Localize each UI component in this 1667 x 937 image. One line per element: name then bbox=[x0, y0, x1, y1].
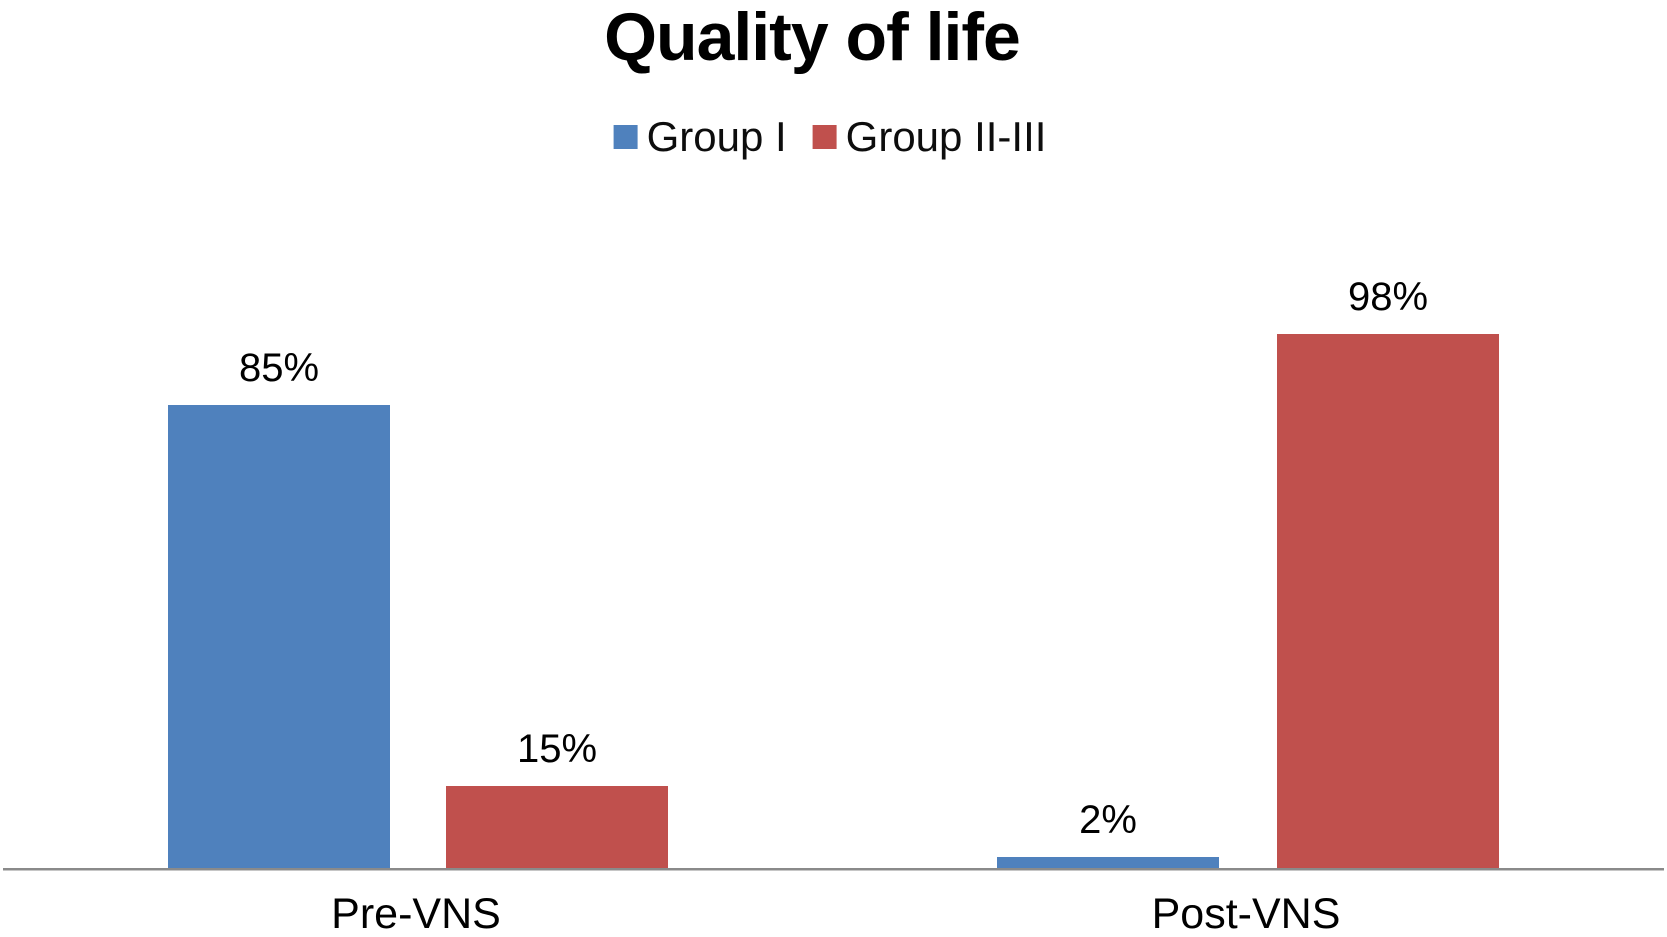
x-axis-line bbox=[3, 868, 1664, 871]
chart-title: Quality of life bbox=[604, 0, 1021, 75]
x-axis-label-pre-vns: Pre-VNS bbox=[331, 890, 501, 937]
legend-swatch-group-i bbox=[613, 125, 638, 149]
bar-post-vns-group-ii-iii: 98% bbox=[1277, 277, 1499, 868]
legend-label-group-i: Group I bbox=[646, 113, 787, 160]
legend-label-group-ii-iii: Group II-III bbox=[845, 113, 1047, 160]
x-axis-label-post-vns: Post-VNS bbox=[1151, 890, 1341, 937]
data-label-post-vns-group-ii-iii: 98% bbox=[1347, 275, 1429, 319]
data-label-pre-vns-group-ii-iii: 15% bbox=[516, 727, 598, 771]
legend-item-group-ii-iii: Group II-III bbox=[812, 113, 1047, 160]
data-label-pre-vns-group-i: 85% bbox=[238, 346, 320, 390]
chart-legend: Group I Group II-III bbox=[613, 113, 1047, 160]
legend-item-group-i: Group I bbox=[613, 113, 787, 160]
bar-pre-vns-group-i: 85% bbox=[168, 348, 390, 868]
bar-pre-vns-group-ii-iii: 15% bbox=[446, 729, 668, 868]
legend-swatch-group-ii-iii bbox=[812, 125, 837, 149]
data-label-post-vns-group-i: 2% bbox=[1079, 798, 1137, 842]
bar-post-vns-group-i: 2% bbox=[997, 800, 1219, 868]
